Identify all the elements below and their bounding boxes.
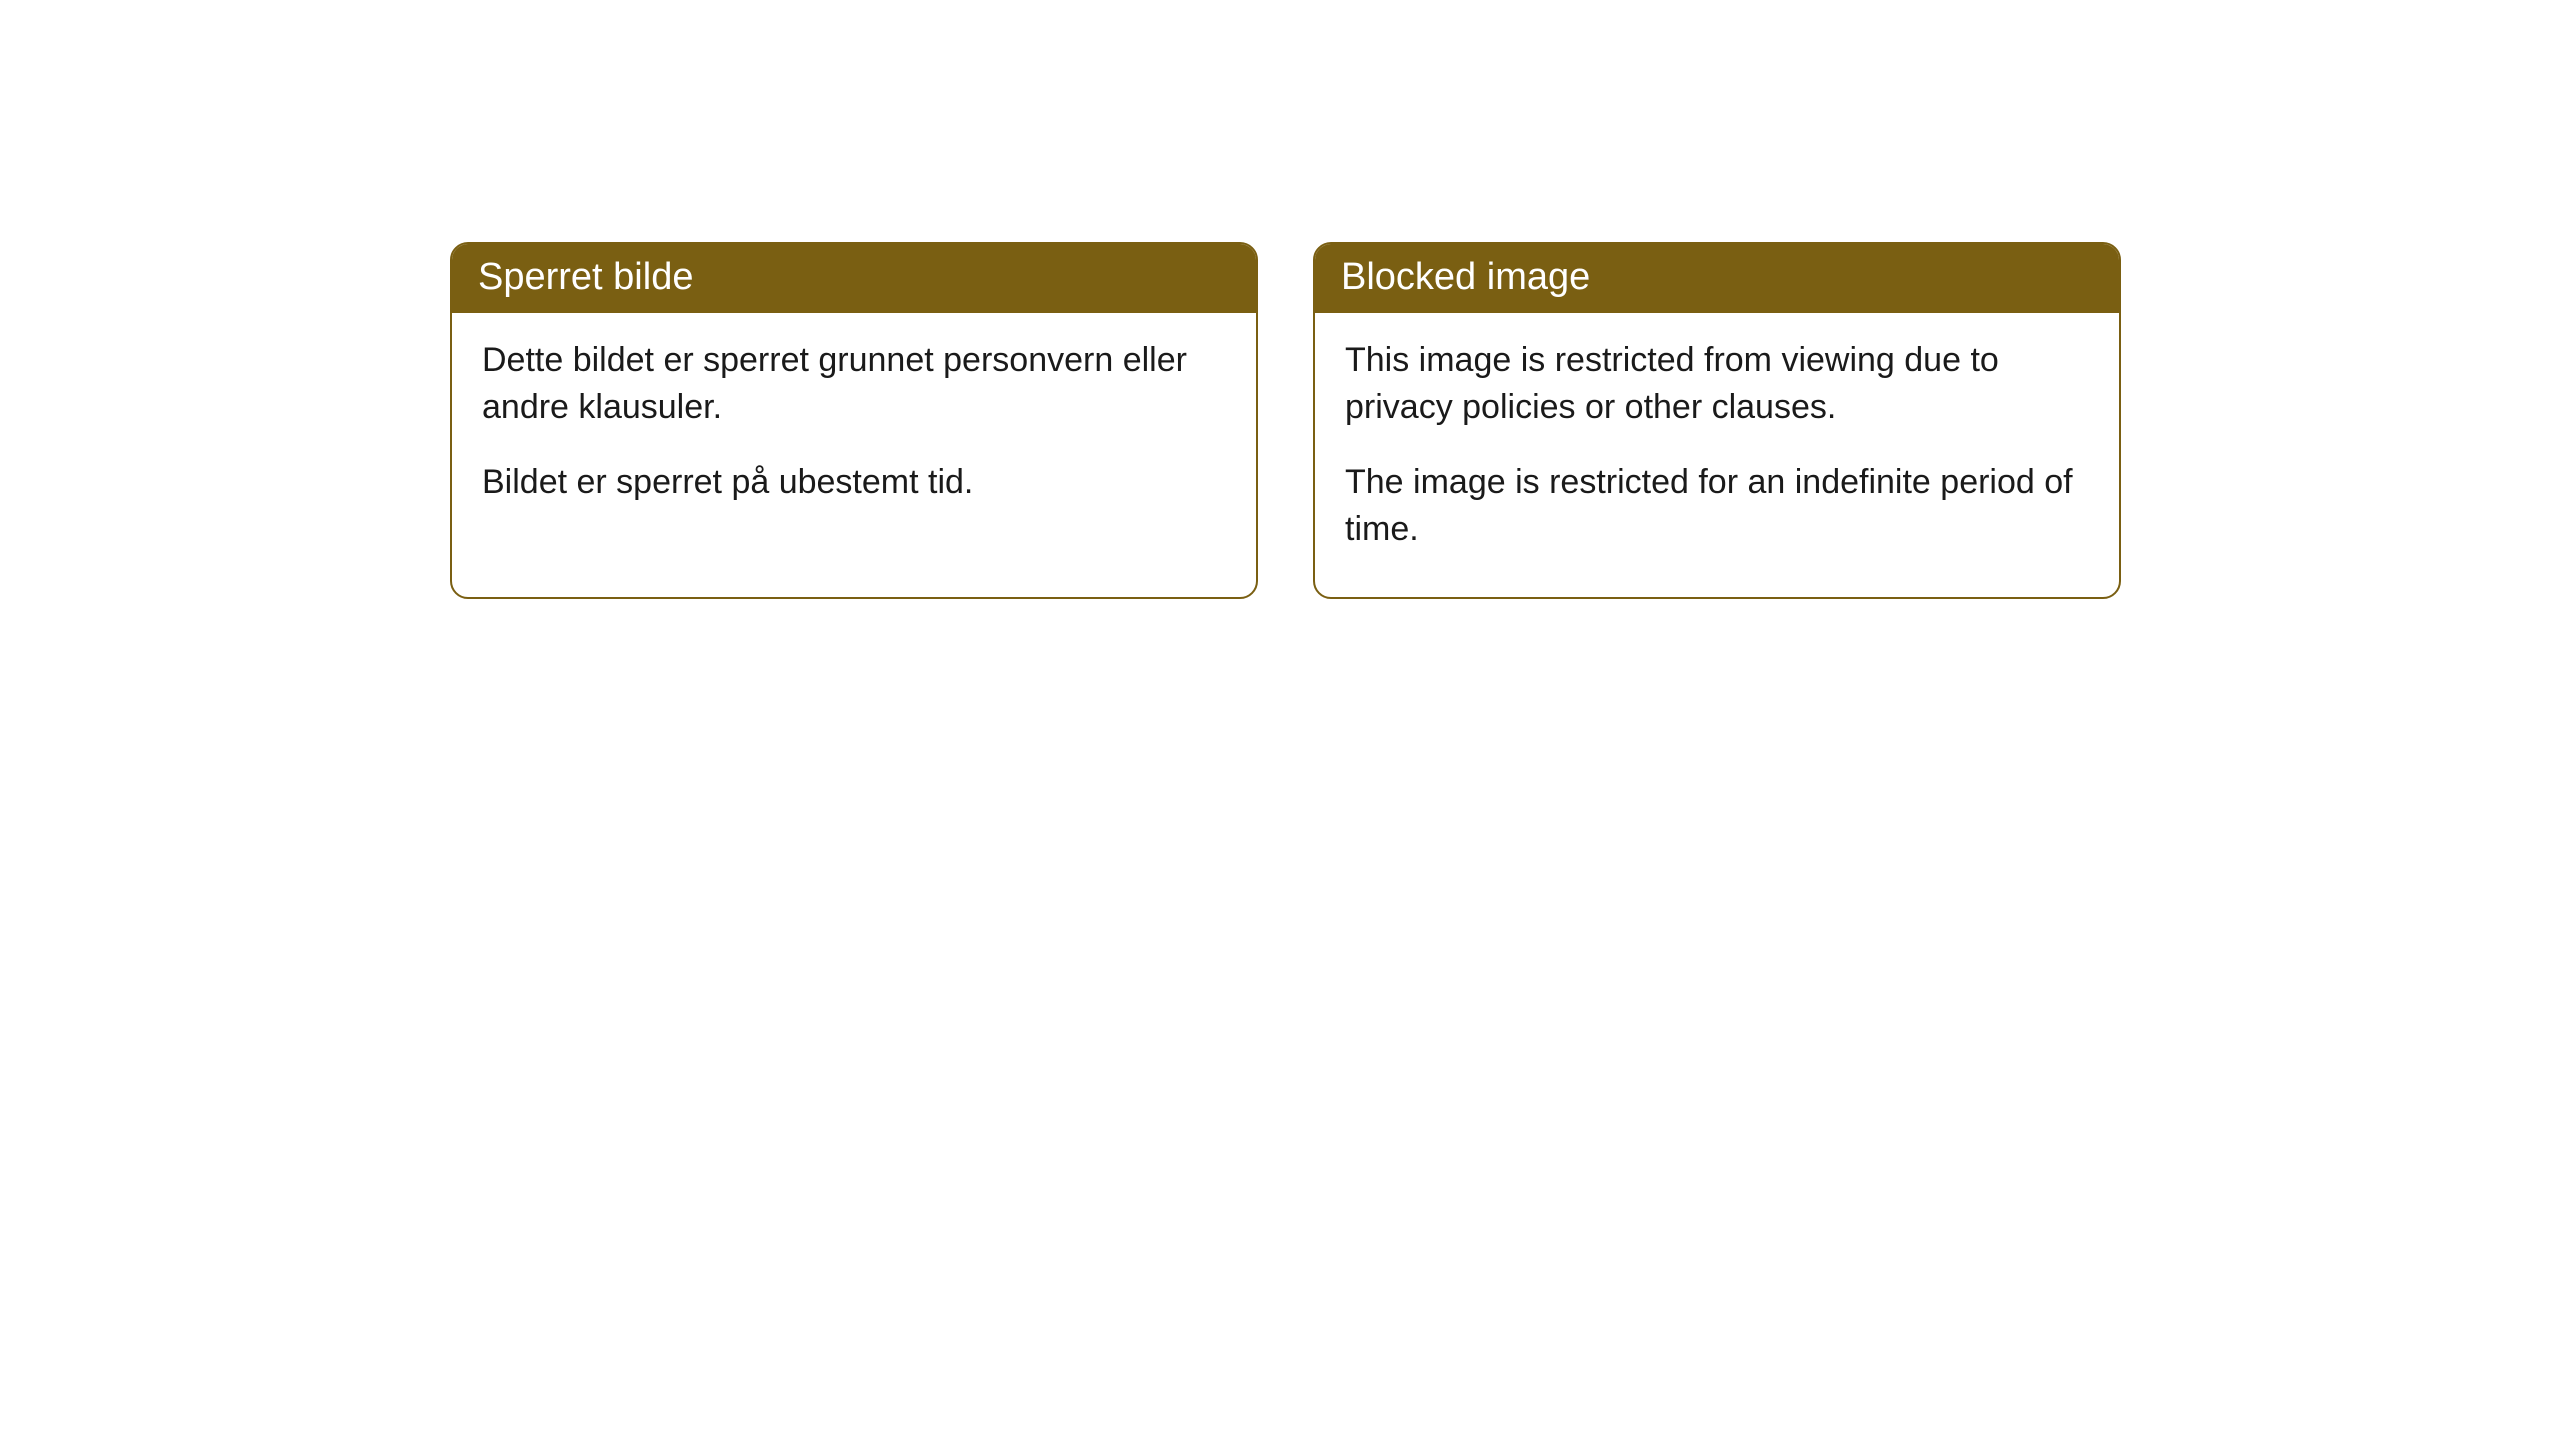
card-body: Dette bildet er sperret grunnet personve… xyxy=(452,313,1256,550)
card-header: Sperret bilde xyxy=(452,244,1256,313)
card-paragraph-1: This image is restricted from viewing du… xyxy=(1345,337,2089,431)
blocked-image-card-norwegian: Sperret bilde Dette bildet er sperret gr… xyxy=(450,242,1258,599)
blocked-image-card-english: Blocked image This image is restricted f… xyxy=(1313,242,2121,599)
card-container: Sperret bilde Dette bildet er sperret gr… xyxy=(0,0,2560,599)
card-header: Blocked image xyxy=(1315,244,2119,313)
card-body: This image is restricted from viewing du… xyxy=(1315,313,2119,597)
card-paragraph-2: Bildet er sperret på ubestemt tid. xyxy=(482,459,1226,506)
card-paragraph-2: The image is restricted for an indefinit… xyxy=(1345,459,2089,553)
card-paragraph-1: Dette bildet er sperret grunnet personve… xyxy=(482,337,1226,431)
